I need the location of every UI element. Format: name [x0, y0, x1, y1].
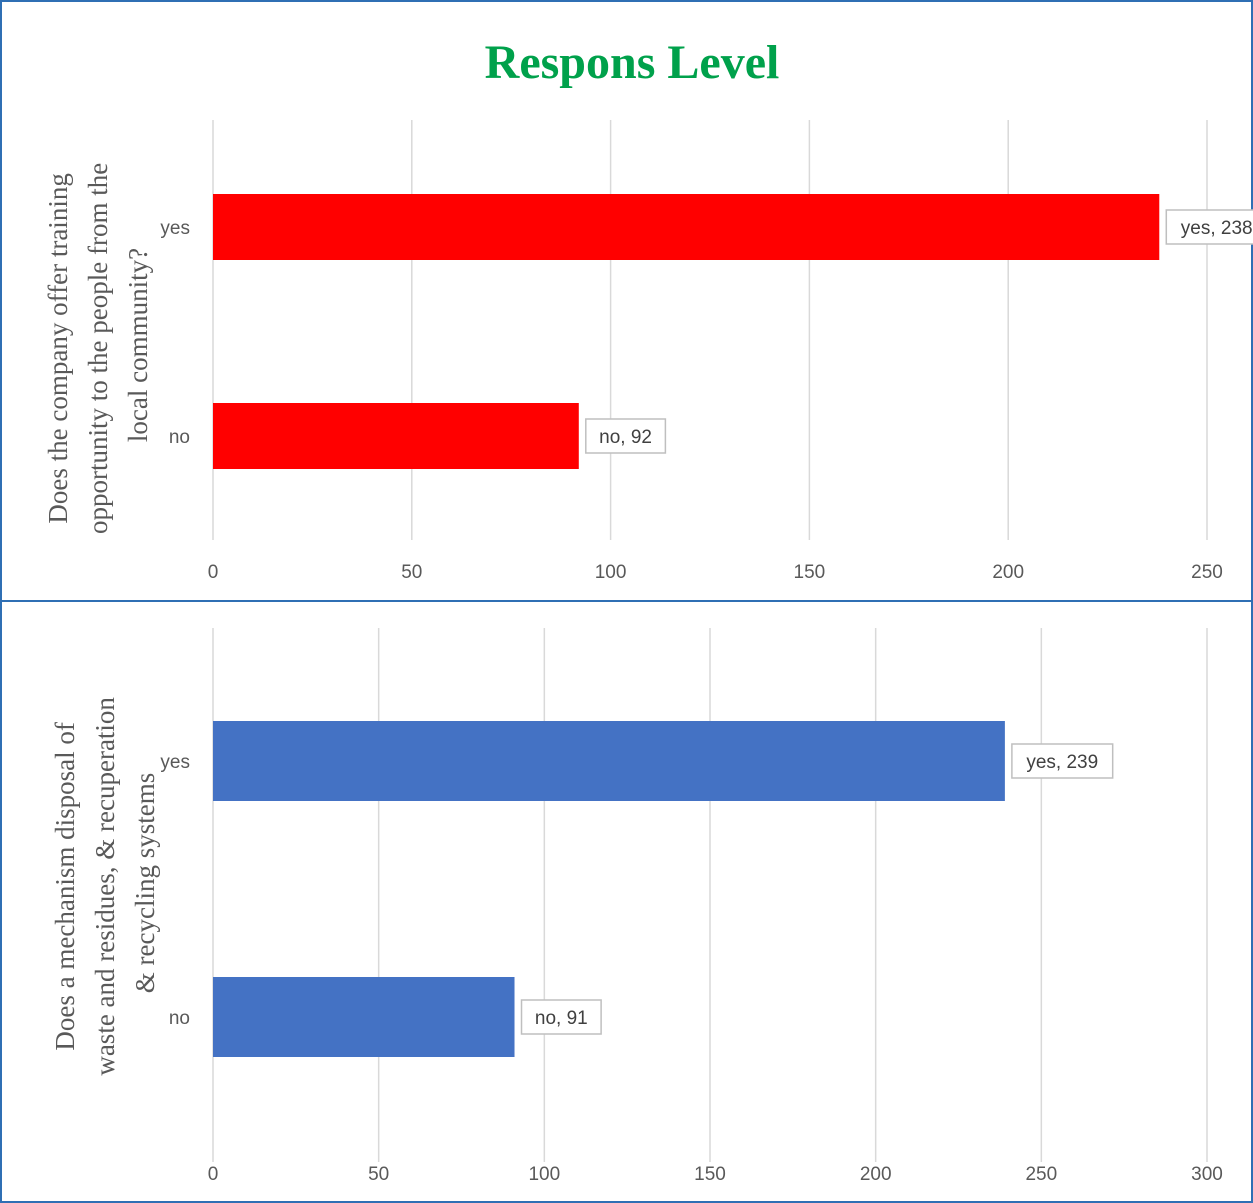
chart2-y-axis-title: Does a mechanism disposal of waste and r…	[50, 690, 160, 1075]
chart2-bar-no	[213, 977, 515, 1057]
chart2-data-label-yes: yes, 239	[1026, 752, 1098, 773]
chart2-y-axis-title-line-2: waste and residues, & recuperation	[90, 697, 120, 1076]
chart2-category-no: no	[169, 1008, 190, 1029]
chart2-bar-yes	[213, 721, 1005, 801]
chart2-x-tick-2: 100	[528, 1164, 560, 1185]
chart1-category-labels: yes no	[160, 218, 190, 448]
chart2-y-axis-title-line-3: & recycling systems	[130, 773, 160, 993]
chart2-data-label-no: no, 91	[535, 1008, 588, 1029]
chart2-gridlines	[212, 628, 1208, 1162]
chart1-y-axis-title-line-1: Does the company offer training	[43, 173, 73, 523]
chart2-y-axis-title-line-1: Does a mechanism disposal of	[50, 722, 80, 1050]
chart1-category-no: no	[169, 427, 190, 448]
chart1-y-axis-title: Does the company offer training opportun…	[43, 156, 153, 534]
chart1-bar-no	[213, 403, 579, 469]
chart2-x-tick-3: 150	[694, 1164, 726, 1185]
chart-training-opportunity: yes, 238 no, 92 0 50 100 150 200 250 yes no Doe…	[43, 120, 1253, 583]
chart1-gridlines	[212, 120, 1208, 540]
chart1-x-tick-0: 0	[208, 562, 219, 583]
chart1-x-tick-labels: 0 50 100 150 200 250	[208, 562, 1223, 583]
chart2-data-label-box-yes	[1011, 743, 1114, 779]
chart2-category-yes: yes	[160, 752, 190, 773]
chart1-bars	[213, 194, 1160, 469]
chart2-bars	[213, 721, 1005, 1057]
top-panel-frame	[0, 0, 1253, 602]
chart1-data-label-box-yes	[1165, 209, 1253, 245]
chart1-x-tick-1: 50	[401, 562, 422, 583]
chart1-y-axis-title-line-2: opportunity to the people from the	[83, 163, 113, 534]
chart2-x-tick-0: 0	[208, 1164, 219, 1185]
chart1-data-label-no: no, 92	[599, 427, 652, 448]
chart1-data-label-yes: yes, 238	[1181, 218, 1253, 239]
chart1-x-tick-3: 150	[794, 562, 826, 583]
chart2-data-label-box-no	[520, 999, 602, 1035]
chart1-bar-yes	[213, 194, 1160, 260]
chart2-x-tick-6: 300	[1191, 1164, 1223, 1185]
chart2-x-tick-5: 250	[1025, 1164, 1057, 1185]
chart1-x-tick-5: 250	[1191, 562, 1223, 583]
chart1-x-tick-4: 200	[992, 562, 1024, 583]
chart1-data-label-box-no	[585, 418, 667, 454]
chart1-y-axis-title-line-3: local community?	[123, 248, 153, 442]
chart2-data-labels: yes, 239 no, 91	[520, 743, 1114, 1035]
bottom-panel-frame	[0, 600, 1253, 1203]
chart2-x-tick-labels: 0 50 100 150 200 250 300	[208, 1164, 1223, 1185]
chart2-x-tick-1: 50	[368, 1164, 389, 1185]
chart1-category-yes: yes	[160, 218, 190, 239]
chart2-category-labels: yes no	[160, 752, 190, 1029]
chart1-x-tick-2: 100	[595, 562, 627, 583]
chart1-data-labels: yes, 238 no, 92	[585, 209, 1253, 454]
chart-title: Respons Level	[485, 36, 780, 89]
chart2-x-tick-4: 200	[860, 1164, 892, 1185]
